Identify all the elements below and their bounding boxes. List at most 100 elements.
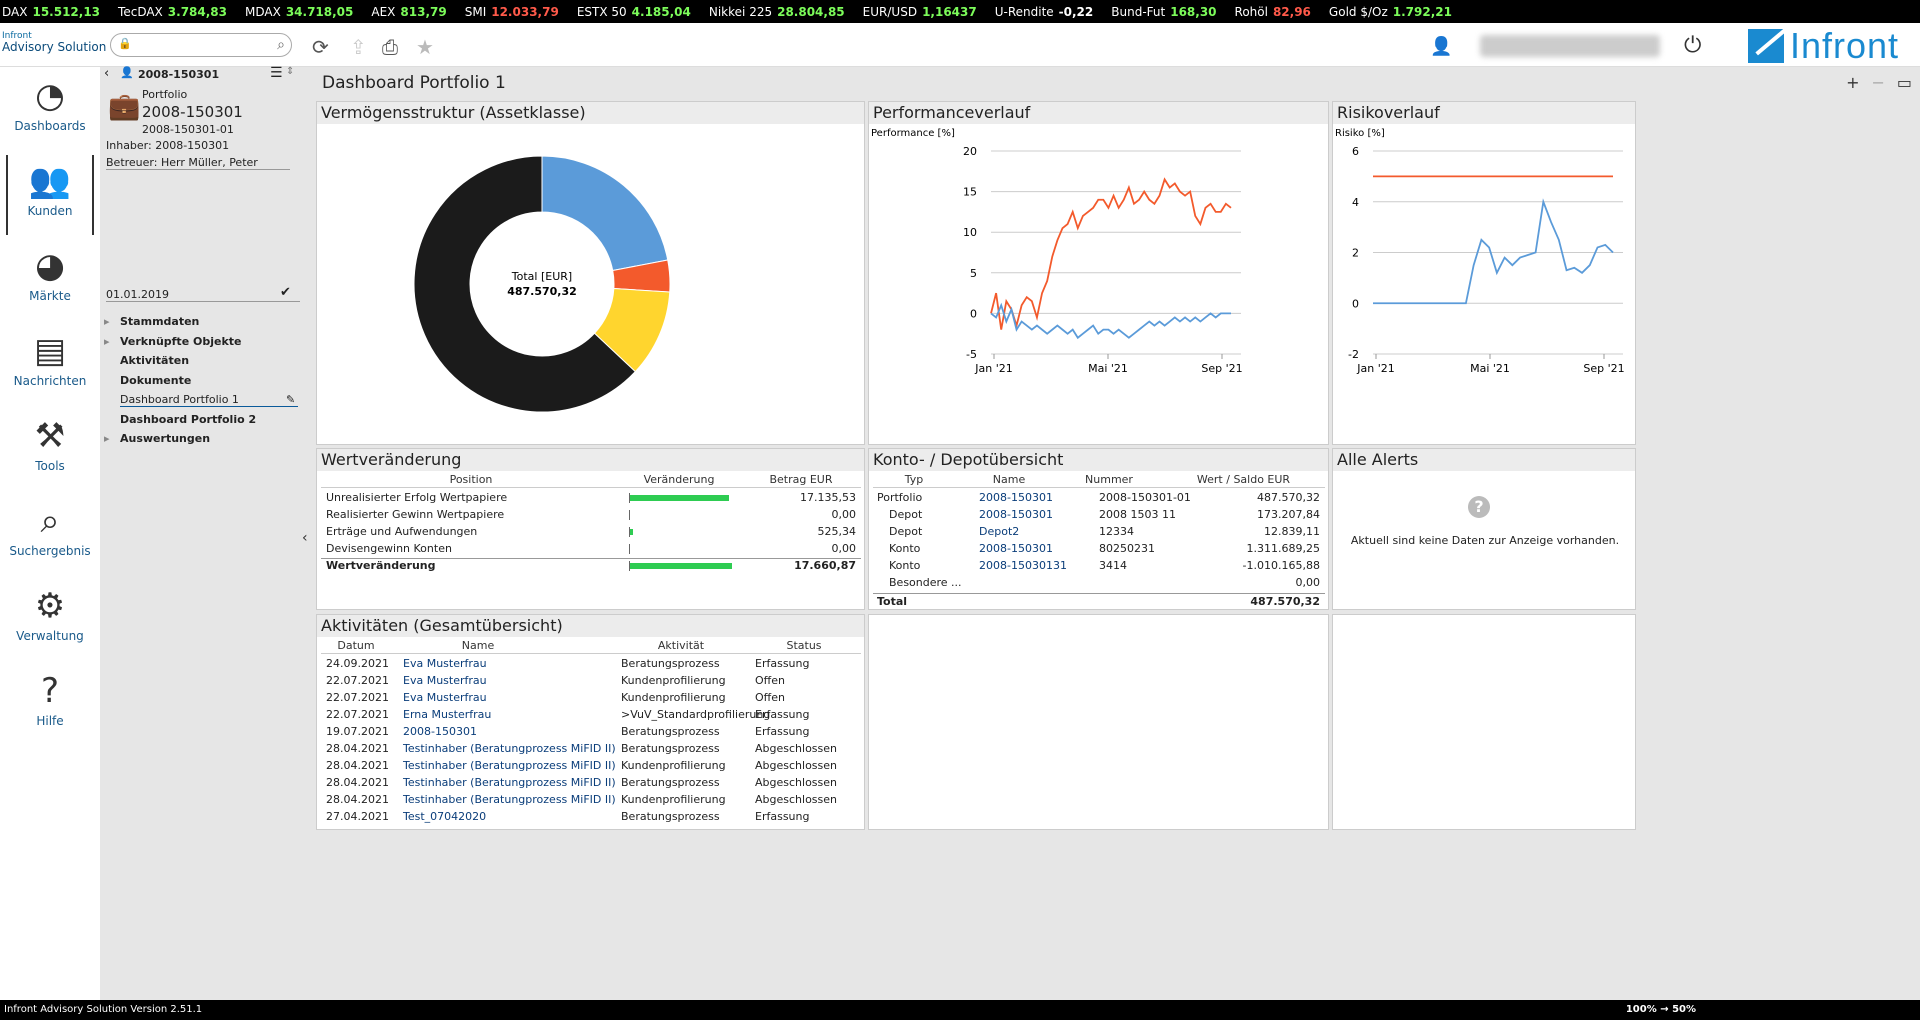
- print-icon[interactable]: ⎙: [382, 35, 398, 59]
- y-axis-label: Performance [%]: [871, 128, 955, 139]
- activity-name[interactable]: Eva Musterfrau: [403, 657, 487, 670]
- table-row[interactable]: 28.04.2021 Testinhaber (Beratungprozess M…: [317, 776, 866, 792]
- activity-date: 28.04.2021: [326, 793, 389, 806]
- expand-icon[interactable]: ▸: [104, 315, 110, 328]
- nav-item-hilfe[interactable]: ? Hilfe: [0, 668, 100, 748]
- ticker-item[interactable]: ESTX 50 4.185,04: [575, 5, 691, 19]
- y-tick-label: 2: [1352, 247, 1359, 260]
- tree-item[interactable]: Aktivitäten: [120, 354, 190, 367]
- back-arrow-icon[interactable]: ‹: [104, 66, 110, 81]
- table-row[interactable]: 19.07.2021 2008-150301 Beratungsprozess Erf…: [317, 725, 866, 741]
- account-name[interactable]: Depot2: [979, 525, 1020, 538]
- activity-name[interactable]: Testinhaber (Beratungprozess MiFID II): [403, 742, 616, 755]
- expand-icon[interactable]: ▸: [104, 432, 110, 445]
- ticker-name: TecDAX: [118, 4, 163, 19]
- table-row[interactable]: 24.09.2021 Eva Musterfrau Beratungsprozess…: [317, 657, 866, 673]
- check-icon[interactable]: ✔: [280, 285, 291, 300]
- activity-date: 22.07.2021: [326, 708, 389, 721]
- nav-item-tools[interactable]: ⚒ Tools: [0, 413, 100, 493]
- nav-item-verwaltung[interactable]: ⚙ Verwaltung: [0, 583, 100, 663]
- ticker-item[interactable]: Gold $/Oz 1.792,21: [1327, 5, 1452, 19]
- date-field[interactable]: 01.01.2019: [106, 288, 300, 302]
- donut-slice[interactable]: [413, 155, 637, 413]
- card-accounts: Konto- / Depotübersicht Typ Name Nummer Wer…: [868, 448, 1329, 610]
- tree-item[interactable]: Stammdaten: [120, 315, 200, 328]
- account-name[interactable]: 2008-150301: [979, 542, 1053, 555]
- ticker-item[interactable]: Nikkei 225 28.804,85: [707, 5, 845, 19]
- activity-name[interactable]: 2008-150301: [403, 725, 477, 738]
- edit-icon[interactable]: ✎: [286, 393, 296, 406]
- activity-name[interactable]: Test_07042020: [403, 810, 487, 823]
- expand-icon[interactable]: ▸: [104, 334, 110, 348]
- table-row[interactable]: 28.04.2021 Testinhaber (Beratungprozess M…: [317, 759, 866, 775]
- ticker-value: 3.784,83: [167, 4, 227, 19]
- nav-item-suchergebnis[interactable]: ⌕ Suchergebnis: [0, 498, 100, 578]
- column-header: Veränderung: [643, 473, 715, 486]
- customers-icon: 👥: [28, 161, 72, 201]
- nav-item-kunden[interactable]: 👥 Kunden: [0, 158, 100, 238]
- position-label: Erträge und Aufwendungen: [326, 525, 478, 538]
- minus-icon[interactable]: −: [1871, 73, 1885, 92]
- upload-icon[interactable]: ⇪: [350, 35, 367, 59]
- activity-name[interactable]: Eva Musterfrau: [403, 691, 487, 704]
- donut-slice[interactable]: [541, 155, 669, 272]
- portfolio-sub: 2008-150301-01: [142, 123, 234, 136]
- activity-status: Erfassung: [755, 725, 810, 738]
- user-icon[interactable]: 👤: [1430, 36, 1453, 57]
- activity-name[interactable]: Testinhaber (Beratungprozess MiFID II): [403, 776, 616, 789]
- activity-status: Abgeschlossen: [755, 759, 837, 772]
- activity-name[interactable]: Testinhaber (Beratungprozess MiFID II): [403, 759, 616, 772]
- tree-item[interactable]: Dashboard Portfolio 1: [120, 393, 298, 407]
- add-icon[interactable]: +: [1846, 73, 1860, 92]
- tree-item[interactable]: Verknüpfte Objekte: [120, 334, 242, 348]
- nav-item-märkte[interactable]: ◕ Märkte: [0, 243, 100, 323]
- table-row[interactable]: 27.04.2021 Test_07042020 Beratungsprozess E…: [317, 810, 866, 826]
- ticker-item[interactable]: U-Rendite -0,22: [993, 5, 1094, 19]
- account-name[interactable]: 2008-150301: [979, 508, 1053, 521]
- x-tick-label: Jan '21: [974, 362, 1012, 375]
- ticker-item[interactable]: DAX 15.512,13: [0, 5, 100, 19]
- ticker-name: Gold $/Oz: [1328, 4, 1388, 19]
- activity-status: Abgeschlossen: [755, 776, 837, 789]
- table-row[interactable]: 22.07.2021 Eva Musterfrau Kundenprofilieru…: [317, 674, 866, 690]
- power-icon[interactable]: ⏻: [1684, 33, 1702, 58]
- table-row[interactable]: 28.04.2021 Testinhaber (Beratungprozess M…: [317, 742, 866, 758]
- amount: 525,34: [817, 525, 857, 538]
- y-tick-label: -2: [1348, 348, 1359, 361]
- sort-icon[interactable]: ⇕: [286, 66, 295, 77]
- nav-item-nachrichten[interactable]: ▤ Nachrichten: [0, 328, 100, 408]
- activity-date: 28.04.2021: [326, 776, 389, 789]
- activity-name[interactable]: Eva Musterfrau: [403, 674, 487, 687]
- window-icon[interactable]: ▭: [1896, 73, 1912, 92]
- account-name[interactable]: 2008-15030131: [979, 559, 1067, 572]
- account-name[interactable]: 2008-150301: [979, 491, 1053, 504]
- refresh-icon[interactable]: ⟳: [312, 35, 329, 59]
- search-icon[interactable]: ⌕: [277, 37, 285, 53]
- ticker-item[interactable]: SMI 12.033,79: [463, 5, 559, 19]
- search-input[interactable]: 🔒 ⌕: [110, 33, 292, 57]
- ticker-item[interactable]: AEX 813,79: [369, 5, 446, 19]
- user-name-blurred[interactable]: [1480, 35, 1660, 57]
- activity-name[interactable]: Erna Musterfrau: [403, 708, 492, 721]
- activity-name[interactable]: Testinhaber (Beratungprozess MiFID II): [403, 793, 616, 806]
- ticker-item[interactable]: MDAX 34.718,05: [243, 5, 353, 19]
- table-row[interactable]: 22.07.2021 Erna Musterfrau >VuV_Standardpr…: [317, 708, 866, 724]
- ticker-item[interactable]: EUR/USD 1,16437: [861, 5, 977, 19]
- star-icon[interactable]: ★: [416, 35, 434, 59]
- tree-item[interactable]: Auswertungen: [120, 432, 211, 445]
- collapse-panel-icon[interactable]: ‹: [302, 530, 308, 546]
- change-bar: [630, 563, 733, 569]
- tree-item[interactable]: Dokumente: [120, 373, 192, 387]
- ticker-item[interactable]: Rohöl 82,96: [1233, 5, 1311, 19]
- ticker-item[interactable]: TecDAX 3.784,83: [116, 5, 227, 19]
- card-title: Vermögensstruktur (Assetklasse): [317, 102, 864, 124]
- card-title: Risikoverlauf: [1333, 102, 1635, 124]
- tree-item[interactable]: Dashboard Portfolio 2: [120, 412, 257, 426]
- newspaper-icon: ▤: [33, 331, 67, 371]
- table-row[interactable]: 28.04.2021 Testinhaber (Beratungprozess M…: [317, 793, 866, 809]
- table-row[interactable]: 22.07.2021 Eva Musterfrau Kundenprofilieru…: [317, 691, 866, 707]
- ticker-item[interactable]: Bund-Fut 168,30: [1109, 5, 1216, 19]
- nav-item-dashboards[interactable]: ◔ Dashboards: [0, 73, 100, 153]
- account-number: 2008-150301-01: [1099, 491, 1191, 504]
- menu-icon[interactable]: ☰: [270, 65, 283, 81]
